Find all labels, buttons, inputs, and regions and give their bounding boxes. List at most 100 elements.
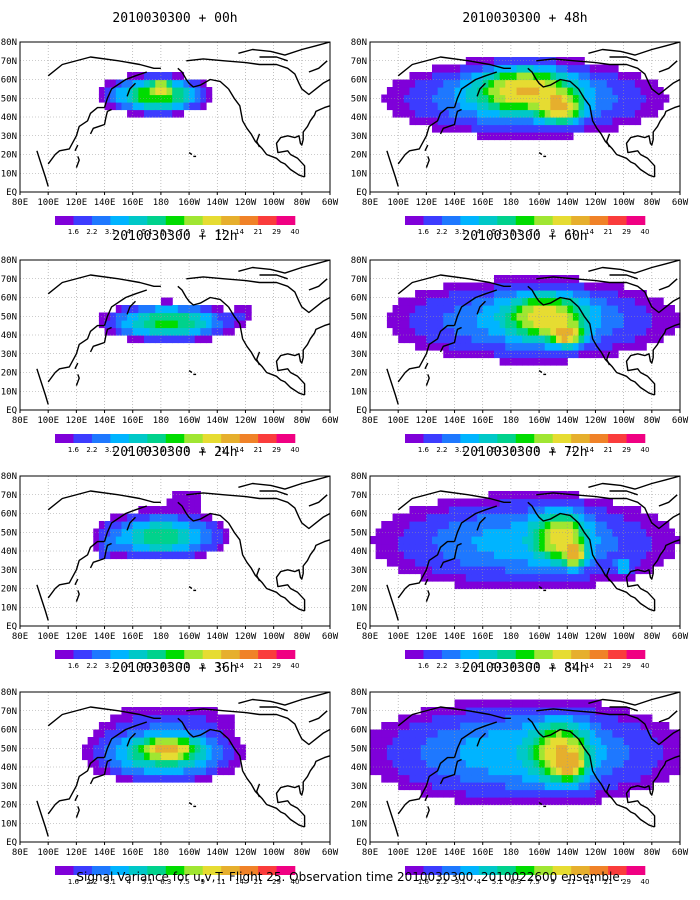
variance-cell xyxy=(634,312,642,321)
variance-cell xyxy=(561,124,568,133)
variance-cell xyxy=(443,102,450,111)
variance-cell xyxy=(443,744,450,753)
variance-cell xyxy=(516,290,523,299)
variance-cell xyxy=(494,102,501,111)
variance-cell xyxy=(392,521,399,530)
colorbar-label: 5.1 xyxy=(142,446,153,454)
variance-cell xyxy=(144,752,151,761)
variance-cell xyxy=(454,573,461,582)
variance-cell xyxy=(172,722,179,731)
variance-cell xyxy=(567,513,574,522)
x-tick-label: 180 xyxy=(153,198,169,208)
colorbar-swatch xyxy=(460,434,480,443)
variance-cell xyxy=(595,342,602,351)
variance-cell xyxy=(443,327,450,336)
variance-cell xyxy=(505,767,512,776)
variance-cell xyxy=(651,513,659,522)
variance-cell xyxy=(172,774,179,783)
variance-cell xyxy=(584,551,591,560)
colorbar-label: 1.6 xyxy=(68,662,80,670)
variance-cell xyxy=(166,521,173,530)
colorbar-swatch xyxy=(55,216,74,225)
variance-cell xyxy=(228,327,235,336)
variance-cell xyxy=(572,543,580,552)
variance-cell xyxy=(432,782,439,791)
variance-cell xyxy=(398,782,405,791)
variance-cell xyxy=(409,722,416,731)
variance-cell xyxy=(443,117,450,126)
variance-cell xyxy=(533,558,540,567)
variance-cell xyxy=(206,305,213,314)
variance-cell xyxy=(200,551,207,560)
variance-cell xyxy=(584,566,591,575)
colorbar-swatch xyxy=(55,866,74,875)
x-tick-label: 180 xyxy=(503,848,519,858)
variance-cell xyxy=(567,94,574,103)
variance-cell xyxy=(415,72,422,81)
variance-cell xyxy=(561,513,568,522)
variance-cell xyxy=(183,744,190,753)
colorbar-label: 7.5 xyxy=(529,228,540,236)
variance-cell xyxy=(443,297,450,306)
variance-cell xyxy=(578,744,585,753)
colorbar-label: 2.2 xyxy=(86,446,97,454)
variance-cell xyxy=(217,744,224,753)
colorbar-swatch xyxy=(55,650,74,659)
coastline xyxy=(36,150,49,187)
variance-cell xyxy=(386,729,394,738)
variance-cell xyxy=(589,573,597,582)
variance-cell xyxy=(516,342,523,351)
variance-cell xyxy=(115,774,123,783)
variance-cell xyxy=(183,79,190,88)
variance-cell xyxy=(578,774,585,783)
colorbar-label: 1.6 xyxy=(418,228,430,236)
variance-cell xyxy=(522,305,529,314)
variance-cell xyxy=(121,536,128,545)
variance-cell xyxy=(183,714,190,723)
variance-cell xyxy=(206,521,213,530)
variance-cell xyxy=(505,290,512,299)
variance-cell xyxy=(115,767,123,776)
variance-cell xyxy=(104,752,111,761)
variance-cell xyxy=(556,543,563,552)
variance-cell xyxy=(533,566,540,575)
variance-cell xyxy=(494,117,501,126)
variance-cell xyxy=(381,729,388,738)
variance-cell xyxy=(556,729,563,738)
y-tick-label: 80N xyxy=(1,472,17,482)
variance-cell xyxy=(132,320,139,329)
variance-cell xyxy=(629,342,636,351)
variance-cell xyxy=(437,305,444,314)
variance-cell xyxy=(522,109,529,118)
variance-cell xyxy=(115,744,123,753)
y-tick-label: 40N xyxy=(351,763,367,773)
coastline xyxy=(386,800,399,837)
variance-cell xyxy=(618,109,625,118)
variance-cell xyxy=(138,79,145,88)
variance-cell xyxy=(618,782,625,791)
variance-cell xyxy=(448,87,456,96)
variance-cell xyxy=(166,498,173,507)
variance-cell xyxy=(510,536,518,545)
variance-cell xyxy=(206,536,213,545)
variance-cell xyxy=(646,722,653,731)
variance-cell xyxy=(172,312,179,321)
variance-cell xyxy=(606,87,613,96)
variance-cell xyxy=(544,699,551,708)
coastline xyxy=(609,706,638,712)
variance-cell xyxy=(589,699,597,708)
variance-cell xyxy=(392,94,399,103)
variance-cell xyxy=(544,357,551,366)
colorbar-swatch xyxy=(608,650,627,659)
variance-cell xyxy=(177,729,185,738)
variance-cell xyxy=(556,774,563,783)
variance-cell xyxy=(454,290,461,299)
coastline xyxy=(453,721,498,758)
x-tick-label: 140W xyxy=(556,416,578,426)
variance-cell xyxy=(629,528,636,537)
variance-cell xyxy=(646,521,653,530)
colorbar-swatch xyxy=(589,866,609,875)
variance-cell xyxy=(595,117,602,126)
